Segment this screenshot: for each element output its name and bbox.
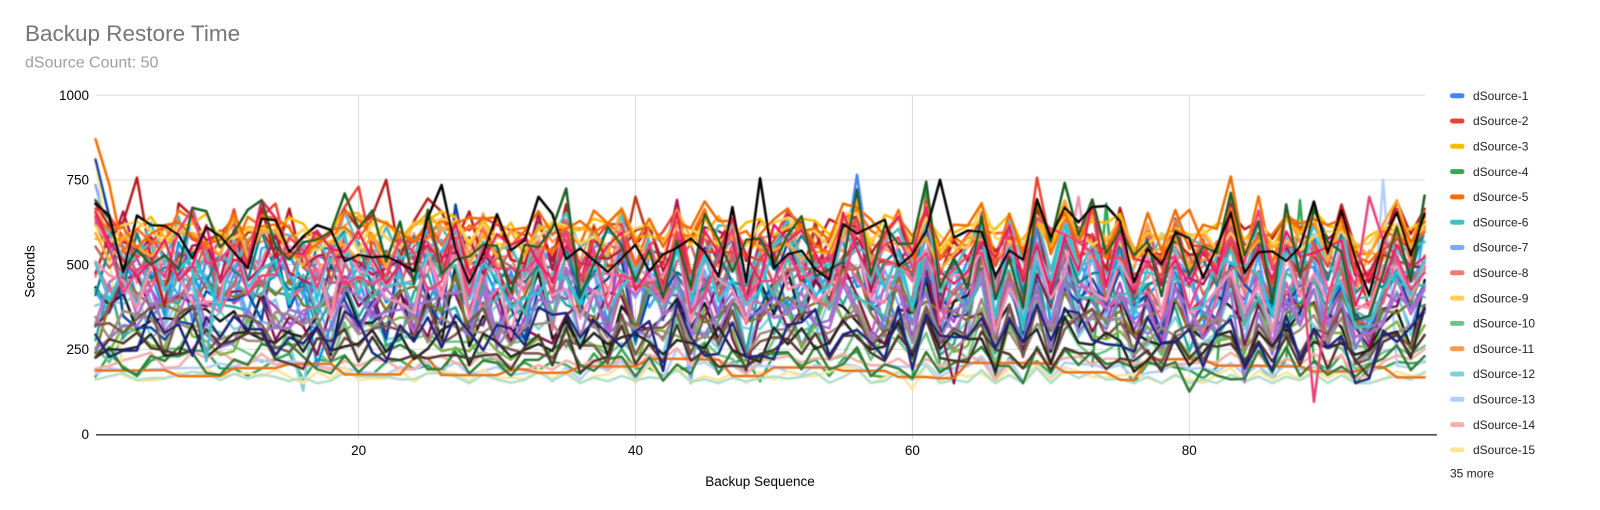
svg-text:40: 40: [628, 443, 643, 458]
svg-text:Seconds: Seconds: [23, 245, 38, 298]
svg-text:dSource-13: dSource-13: [1473, 393, 1535, 407]
svg-text:1000: 1000: [59, 88, 89, 103]
svg-text:dSource-15: dSource-15: [1473, 443, 1535, 457]
svg-text:dSource-7: dSource-7: [1473, 241, 1529, 255]
svg-text:dSource-3: dSource-3: [1473, 140, 1529, 154]
svg-text:20: 20: [351, 443, 366, 458]
svg-text:dSource-10: dSource-10: [1473, 317, 1535, 331]
svg-text:dSource-1: dSource-1: [1473, 89, 1529, 103]
svg-text:dSource-12: dSource-12: [1473, 367, 1535, 381]
svg-text:dSource-11: dSource-11: [1473, 342, 1534, 356]
svg-text:Backup Sequence: Backup Sequence: [705, 474, 815, 489]
svg-text:dSource-8: dSource-8: [1473, 266, 1529, 280]
svg-text:dSource-4: dSource-4: [1473, 165, 1529, 179]
svg-text:250: 250: [66, 342, 89, 357]
svg-text:500: 500: [66, 257, 89, 272]
svg-text:0: 0: [81, 427, 89, 442]
svg-text:35 more: 35 more: [1450, 467, 1494, 481]
svg-text:60: 60: [905, 443, 920, 458]
svg-text:Backup Restore Time: Backup Restore Time: [25, 21, 240, 46]
svg-text:dSource-5: dSource-5: [1473, 190, 1529, 204]
svg-text:80: 80: [1182, 443, 1197, 458]
svg-text:750: 750: [66, 173, 89, 188]
svg-text:dSource-14: dSource-14: [1473, 418, 1535, 432]
svg-text:dSource-9: dSource-9: [1473, 291, 1529, 305]
svg-text:dSource-2: dSource-2: [1473, 114, 1529, 128]
svg-text:dSource-6: dSource-6: [1473, 215, 1529, 229]
svg-text:dSource Count: 50: dSource Count: 50: [25, 55, 159, 72]
